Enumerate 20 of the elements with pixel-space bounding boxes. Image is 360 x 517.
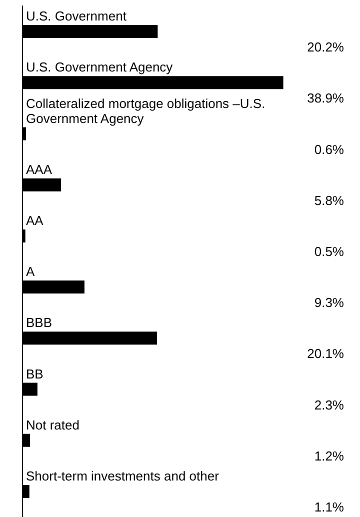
y-tick-label: AAA [26, 162, 52, 177]
y-tick-label: U.S. Government Agency [26, 60, 174, 75]
data-label: 20.1% [307, 346, 344, 362]
y-tick-label: Short-term investments and other [26, 468, 220, 484]
y-tick-label: Not rated [26, 417, 80, 432]
data-label: 0.5% [314, 244, 344, 259]
y-tick-label: A [26, 264, 35, 280]
y-tick-label: BBB [26, 315, 52, 330]
data-label: 2.3% [314, 397, 344, 412]
data-label: 20.2% [307, 40, 344, 55]
data-label: 1.2% [314, 448, 344, 464]
y-tick-label: AA [26, 212, 44, 228]
y-tick-label: BB [26, 366, 44, 382]
y-tick-label: U.S. Government [26, 8, 127, 24]
data-label: 38.9% [307, 90, 344, 106]
data-label: 1.1% [314, 499, 344, 514]
y-tick-label: Collateralized mortgage obligations –U.S. Government Agency [26, 96, 269, 126]
data-label: 0.6% [314, 142, 344, 157]
data-label: 9.3% [314, 295, 344, 310]
data-label: 5.8% [314, 192, 344, 208]
